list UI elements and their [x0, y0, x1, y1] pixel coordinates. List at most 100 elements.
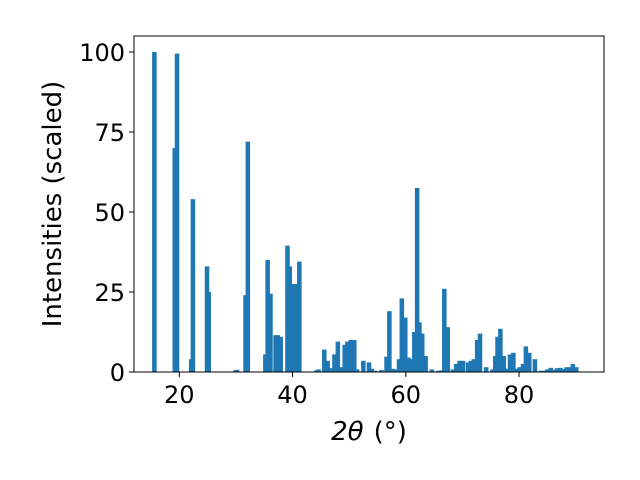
bar	[495, 336, 500, 372]
bar	[414, 188, 420, 372]
bar	[532, 359, 538, 372]
bar	[369, 368, 375, 372]
bar	[285, 245, 290, 372]
bar	[268, 293, 273, 372]
bar	[361, 360, 366, 372]
bar	[297, 261, 302, 372]
bar	[293, 284, 299, 372]
bar	[513, 368, 519, 372]
x-axis-label-symbol: 2θ	[331, 417, 364, 447]
bar	[402, 317, 408, 372]
bar	[560, 369, 566, 372]
bar	[275, 335, 281, 372]
bar	[273, 335, 278, 372]
bar	[234, 369, 240, 372]
bar	[554, 368, 560, 372]
x-tick-label: 20	[164, 381, 195, 409]
bar	[316, 369, 321, 372]
bar	[541, 370, 547, 372]
y-axis-label: Intensities (scaled)	[38, 81, 68, 328]
bar	[366, 362, 372, 372]
y-tick-label: 0	[110, 359, 125, 387]
bar	[504, 368, 510, 372]
bar	[417, 322, 422, 372]
bar	[190, 199, 196, 372]
x-axis-label-unit: (°)	[374, 417, 407, 447]
bars-group	[152, 52, 579, 372]
bar	[442, 288, 447, 372]
bar	[352, 340, 357, 372]
bar	[387, 311, 392, 372]
bar	[573, 367, 579, 372]
x-axis-label: 2θ (°)	[331, 417, 407, 447]
bar	[471, 359, 477, 372]
bar	[406, 357, 411, 372]
bar	[342, 344, 347, 372]
bar	[345, 341, 350, 372]
bar	[419, 333, 425, 372]
bar	[314, 370, 319, 372]
bar	[325, 360, 330, 372]
bar	[278, 336, 283, 372]
bar	[396, 359, 402, 372]
bar	[483, 367, 489, 372]
bar	[474, 340, 480, 372]
y-tick-label: 50	[94, 199, 125, 227]
bar	[399, 298, 405, 372]
bar	[538, 370, 544, 372]
bar	[348, 340, 354, 372]
bar	[490, 369, 495, 372]
y-tick-label: 75	[94, 119, 125, 147]
bar	[520, 364, 526, 372]
bar	[332, 354, 337, 372]
bar	[511, 352, 516, 372]
x-tick-label: 80	[504, 381, 535, 409]
bar	[501, 356, 507, 372]
y-axis-ticks: 0 25 50 75 100	[79, 39, 134, 387]
bar	[460, 360, 466, 372]
y-tick-label: 100	[79, 39, 125, 67]
bar	[564, 367, 569, 372]
bar	[457, 360, 462, 372]
bar	[468, 360, 474, 372]
bar	[245, 141, 251, 372]
bar	[453, 364, 459, 372]
bar	[450, 369, 456, 372]
bar	[526, 352, 532, 372]
bar	[335, 341, 341, 372]
bar	[523, 346, 529, 372]
bar	[289, 284, 295, 372]
bar	[445, 327, 450, 372]
bar	[435, 370, 441, 372]
bar	[393, 369, 399, 372]
bar	[465, 362, 471, 372]
plot-frame	[133, 35, 605, 373]
bar	[558, 367, 563, 372]
bar	[477, 333, 483, 372]
bar	[507, 354, 513, 372]
bar	[548, 367, 554, 372]
bar	[517, 367, 522, 372]
bar	[493, 356, 498, 372]
bar	[322, 349, 327, 372]
bar	[152, 52, 157, 372]
bar	[338, 367, 344, 372]
bar	[372, 370, 378, 372]
bar	[498, 328, 503, 372]
bar	[379, 370, 384, 372]
bar	[384, 356, 389, 372]
bar	[206, 292, 212, 372]
bar	[174, 53, 180, 372]
bar	[409, 359, 414, 372]
bar	[439, 370, 444, 372]
bar	[570, 364, 576, 372]
bar	[551, 369, 556, 372]
x-axis-ticks: 20 40 60 80	[164, 372, 534, 409]
bar	[567, 367, 573, 372]
bar	[545, 369, 550, 372]
bar	[265, 260, 270, 372]
x-tick-label: 60	[391, 381, 422, 409]
bar	[423, 356, 428, 372]
y-tick-label: 25	[94, 279, 125, 307]
